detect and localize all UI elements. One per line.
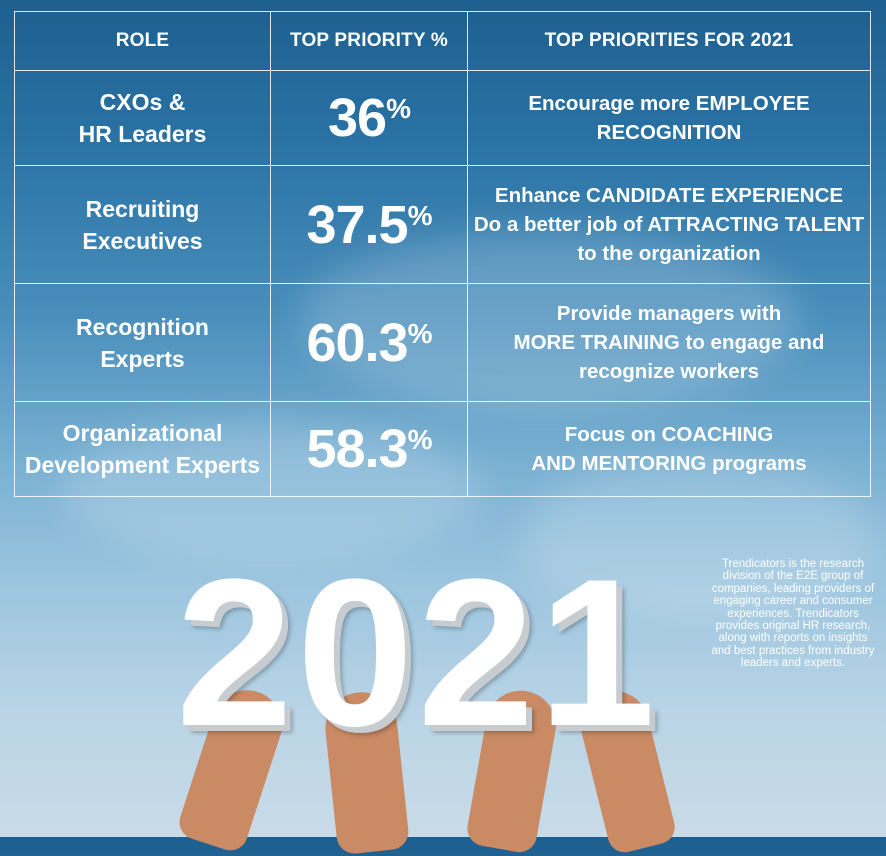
pct-value: 60.3 — [306, 312, 408, 373]
priority-cell: Provide managers with MORE TRAINING to e… — [467, 283, 871, 402]
header-role: ROLE — [14, 11, 271, 71]
header-top-priorities: TOP PRIORITIES FOR 2021 — [467, 11, 871, 71]
priority-cell: Encourage more EMPLOYEE RECOGNITION — [467, 70, 871, 166]
pct-unit: % — [407, 199, 433, 231]
pct-cell: 37.5% — [270, 165, 468, 284]
priority-cell: Enhance CANDIDATE EXPERIENCE Do a better… — [467, 165, 871, 284]
pct-cell: 36% — [270, 70, 468, 166]
pct-unit: % — [407, 424, 433, 455]
role-cell: Organizational Development Experts — [14, 401, 271, 497]
role-cell: Recognition Experts — [14, 283, 271, 402]
priorities-table: ROLE TOP PRIORITY % TOP PRIORITIES FOR 2… — [14, 11, 871, 497]
about-trendicators-text: Trendicators is the research division of… — [711, 558, 875, 670]
pct-unit: % — [407, 317, 433, 349]
table-row: Organizational Development Experts 58.3%… — [14, 401, 871, 497]
pct-value: 36 — [328, 88, 387, 148]
pct-value: 58.3 — [306, 419, 408, 479]
pct-cell: 58.3% — [270, 401, 468, 497]
pct-cell: 60.3% — [270, 283, 468, 402]
priority-cell: Focus on COACHING AND MENTORING programs — [467, 401, 871, 497]
table-row: Recruiting Executives 37.5% Enhance CAND… — [14, 165, 871, 284]
table-header-row: ROLE TOP PRIORITY % TOP PRIORITIES FOR 2… — [14, 11, 871, 71]
year-2021-graphic: 2021 — [176, 535, 660, 770]
role-cell: CXOs & HR Leaders — [14, 70, 271, 166]
role-cell: Recruiting Executives — [14, 165, 271, 284]
header-top-priority-pct: TOP PRIORITY % — [270, 11, 468, 71]
pct-value: 37.5 — [306, 194, 408, 255]
table-row: CXOs & HR Leaders 36% Encourage more EMP… — [14, 70, 871, 166]
table-row: Recognition Experts 60.3% Provide manage… — [14, 283, 871, 402]
pct-unit: % — [386, 93, 411, 124]
